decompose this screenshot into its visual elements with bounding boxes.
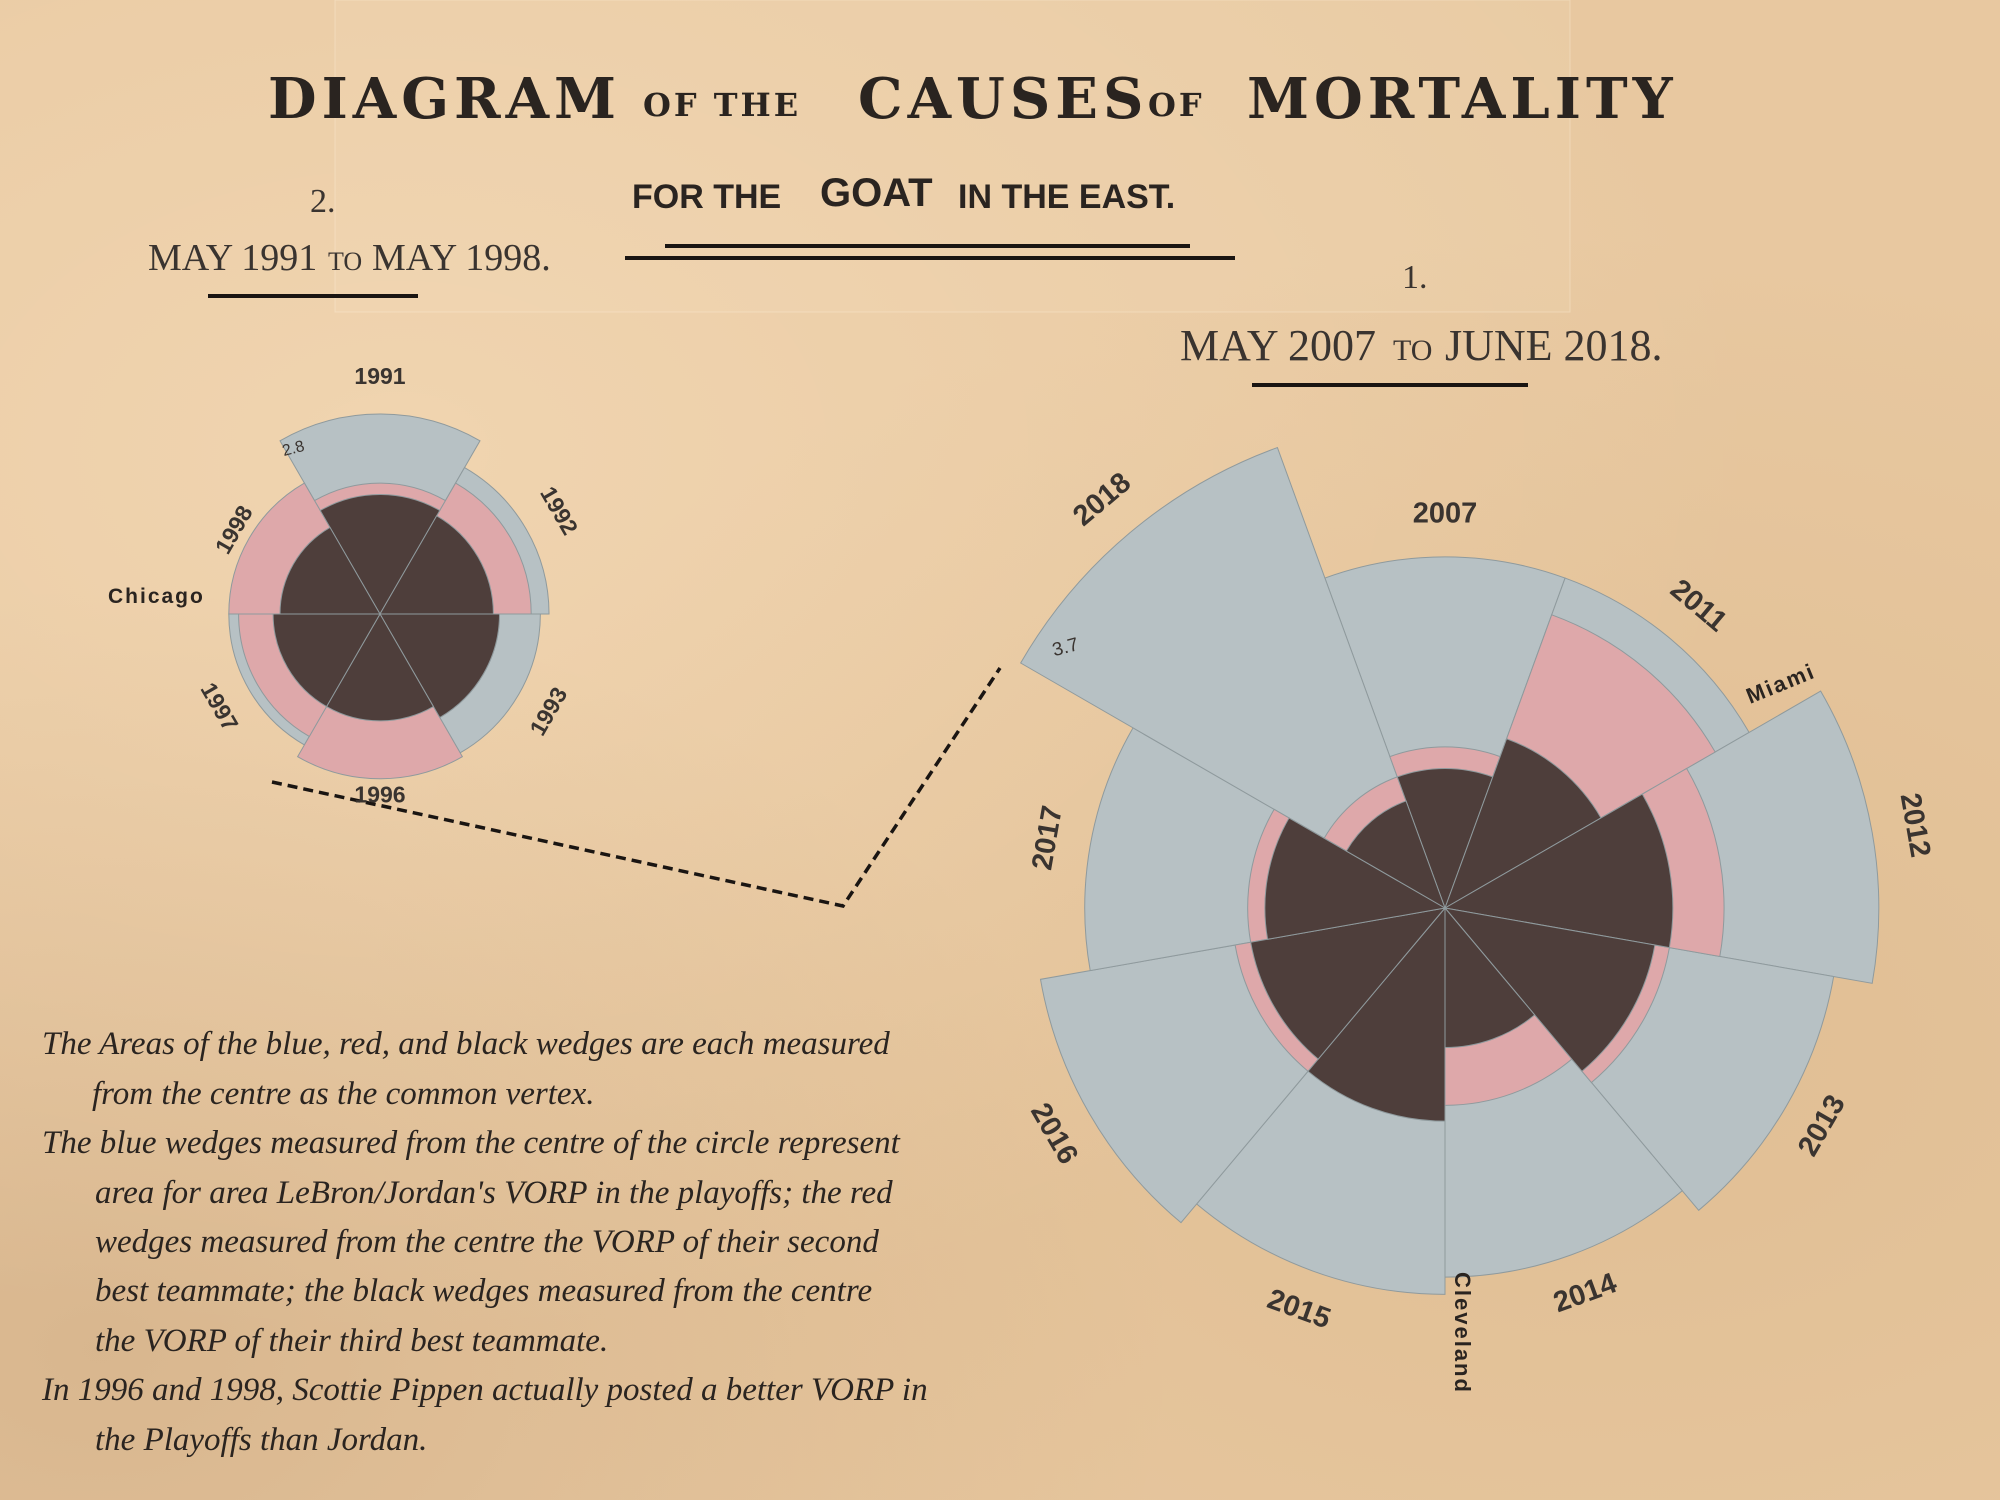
title-word-of: OF	[1148, 86, 1205, 124]
lebron-year-label-2016: 2016	[1024, 1098, 1084, 1170]
lebron-year-label-2015: 2015	[1263, 1283, 1335, 1335]
jordan-year-label-1996: 1996	[354, 781, 405, 807]
lebron-black-wedge-2015	[1307, 906, 1446, 1122]
subtitle: FOR THE GOAT IN THE EAST.	[625, 171, 1235, 260]
title-word-of-the: OF THE	[643, 86, 801, 124]
jordan-period-end: MAY 1998.	[372, 237, 551, 279]
lebron-year-label-2017: 2017	[1026, 803, 1069, 872]
lebron-header: 1. MAY 2007 TO JUNE 2018.	[1180, 259, 1663, 387]
jordan-period-start: MAY 1991	[148, 237, 317, 279]
lebron-black-wedge-2016	[1250, 907, 1447, 1060]
lebron-black-wedge-2017	[1264, 817, 1447, 940]
jordan-black-wedge-1992	[379, 515, 494, 615]
lebron-black-wedge-2013	[1443, 907, 1656, 1072]
jordan-year-label-1997: 1997	[196, 678, 244, 735]
title-word-causes: CAUSES	[858, 66, 1148, 132]
lebron-year-label-2011: 2011	[1664, 573, 1733, 638]
team-label-cleveland: Cleveland	[1450, 1272, 1475, 1394]
subtitle-goat: GOAT	[820, 171, 933, 215]
lebron-black-wedge-2014	[1444, 906, 1536, 1049]
subtitle-for-the: FOR THE	[632, 178, 781, 216]
jordan-year-label-1992: 1992	[535, 482, 583, 539]
jordan-black-wedge-1997	[272, 613, 381, 708]
note-line-2: from the centre as the common vertex.	[92, 1076, 594, 1112]
lebron-panel-number: 1.	[1402, 259, 1428, 296]
lebron-black-wedge-2012	[1443, 793, 1674, 949]
lebron-period-to: TO	[1393, 334, 1432, 367]
lebron-blue-wedge-2018	[1019, 446, 1446, 910]
jordan-panel-number: 2.	[310, 183, 336, 220]
jordan-black-wedge-1991	[319, 493, 441, 616]
jordan-black-wedge-1998	[279, 526, 381, 615]
lebron-year-label-2007: 2007	[1413, 498, 1478, 530]
lebron-period-start: MAY 2007	[1180, 321, 1376, 370]
lebron-year-label-2013: 2013	[1792, 1090, 1852, 1162]
note-line-7: the VORP of their third best teammate.	[95, 1323, 608, 1359]
note-line-9: the Playoffs than Jordan.	[95, 1422, 427, 1458]
note-line-1: The Areas of the blue, red, and black we…	[42, 1026, 890, 1062]
title-word-mortality: MORTALITY	[1247, 66, 1678, 132]
jordan-black-wedge-1993	[379, 613, 501, 719]
team-label-chicago: Chicago	[108, 585, 205, 608]
note-line-6: best teammate; the black wedges measured…	[95, 1273, 872, 1309]
note-line-8: In 1996 and 1998, Scottie Pippen actuall…	[41, 1372, 928, 1408]
lebron-black-wedge-2011	[1444, 738, 1602, 910]
explanatory-notes: The Areas of the blue, red, and black we…	[41, 1026, 928, 1458]
jordan-year-label-1991: 1991	[354, 363, 405, 389]
lebron-black-wedge-2007	[1396, 767, 1494, 910]
lebron-black-wedge-2018	[1345, 800, 1446, 910]
connector-line	[271, 667, 1002, 908]
lebron-year-label-2018: 2018	[1067, 466, 1137, 532]
note-line-3: The blue wedges measured from the centre…	[42, 1125, 901, 1161]
note-line-5: wedges measured from the centre the VORP…	[95, 1224, 879, 1260]
lebron-year-label-2012: 2012	[1894, 791, 1937, 860]
lebron-blue-wedge-2007	[1324, 556, 1566, 910]
note-line-4: area for area LeBron/Jordan's VORP in th…	[95, 1175, 893, 1211]
lebron-period-end: JUNE 2018.	[1445, 321, 1663, 370]
main-title: DIAGRAM OF THE CAUSES OF MORTALITY	[268, 66, 1678, 132]
jordan-black-wedge-1996	[325, 612, 435, 722]
jordan-year-label-1993: 1993	[524, 683, 572, 740]
jordan-period-to: TO	[328, 247, 362, 276]
jordan-max-value-label: 2.8	[280, 438, 306, 460]
title-word-diagram: DIAGRAM	[268, 66, 621, 132]
subtitle-in-the-east: IN THE EAST.	[958, 178, 1175, 216]
lebron-year-label-2014: 2014	[1549, 1267, 1621, 1319]
jordan-header: 2. MAY 1991 TO MAY 1998.	[148, 183, 551, 298]
